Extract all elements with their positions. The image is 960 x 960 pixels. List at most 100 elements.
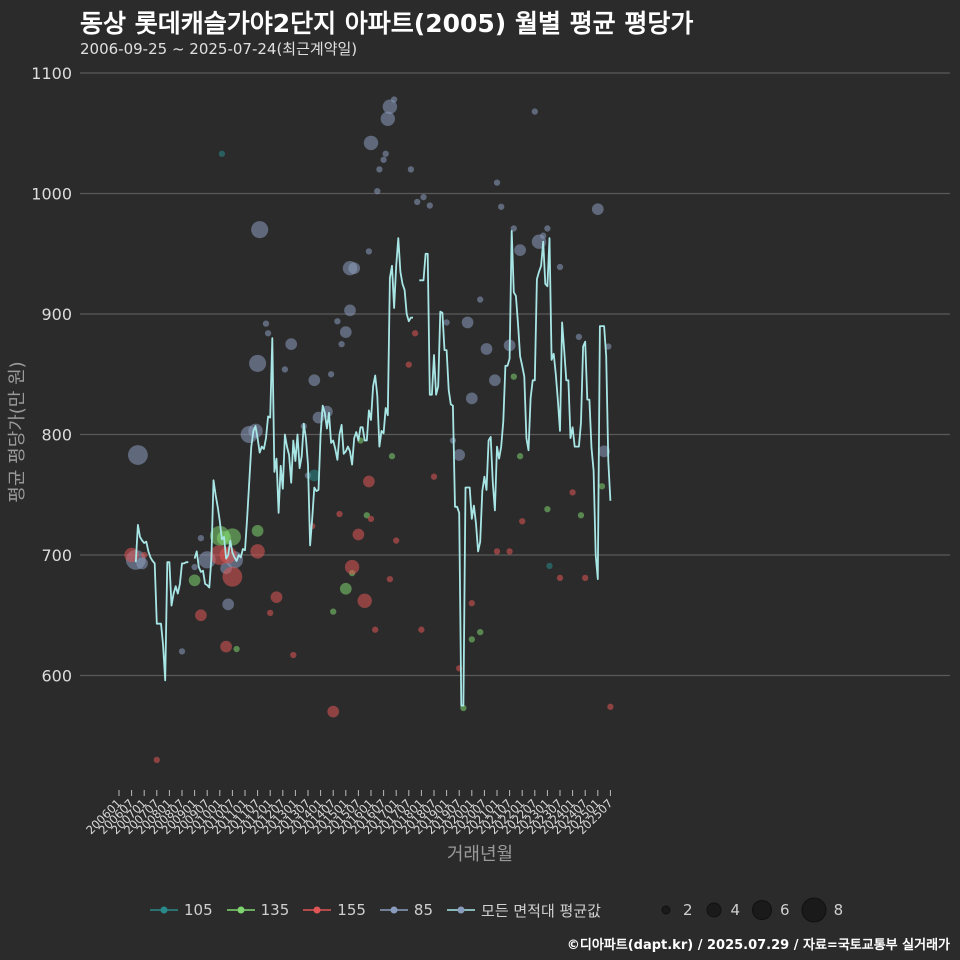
point-85-35 [382, 150, 389, 157]
point-85-4 [191, 563, 198, 571]
size-swatch-8 [801, 897, 827, 923]
point-85-55 [514, 244, 526, 256]
point-135-15 [510, 373, 517, 380]
point-135-19 [598, 483, 606, 490]
point-135-17 [544, 506, 551, 513]
point-135-7 [339, 582, 352, 595]
legend-label-average: 모든 면적대 평균값 [481, 901, 601, 920]
point-155-5 [220, 640, 232, 653]
x-tick-labels: 2006012006072007012007072008012008072009… [83, 790, 616, 837]
point-135-5 [251, 525, 264, 537]
point-155-21 [386, 575, 394, 583]
point-85-3 [178, 648, 186, 655]
point-85-36 [380, 111, 395, 126]
point-155-26 [430, 473, 438, 480]
point-85-1 [127, 445, 148, 465]
point-105-1 [308, 469, 321, 482]
size-label-6: 6 [780, 901, 790, 919]
y-tick-600: 600 [41, 667, 72, 686]
point-85-63 [598, 445, 610, 458]
y-tick-700: 700 [41, 546, 72, 565]
point-155-33 [569, 489, 576, 496]
point-155-30 [506, 548, 513, 555]
point-85-54 [510, 225, 517, 232]
point-85-17 [285, 338, 298, 350]
point-155-19 [367, 515, 375, 522]
legend-label-155: 155 [337, 901, 366, 919]
legend-label-135: 135 [260, 901, 290, 919]
point-155-11 [290, 651, 297, 659]
point-155-16 [352, 528, 365, 541]
point-85-64 [605, 343, 612, 350]
size-legend-6: 6 [750, 898, 790, 922]
point-155-15 [344, 559, 360, 575]
legend-swatch-85 [379, 906, 408, 914]
point-85-42 [426, 202, 433, 209]
point-155-32 [556, 574, 564, 582]
legend-item-135: 135 [226, 901, 290, 919]
legend-item-105: 105 [150, 901, 213, 919]
point-85-25 [338, 340, 345, 348]
point-85-51 [493, 179, 501, 186]
y-tick-900: 900 [41, 305, 72, 324]
point-85-14 [264, 330, 272, 337]
chart-subtitle: 2006-09-25 ~ 2025-07-24(최근계약일) [80, 40, 358, 58]
scatter-points [124, 96, 614, 763]
legend-item-155: 155 [303, 901, 366, 919]
size-label-4: 4 [730, 901, 741, 919]
point-85-16 [281, 366, 289, 373]
point-155-20 [372, 626, 379, 633]
point-85-58 [540, 232, 547, 239]
legend-label-105: 105 [184, 901, 213, 919]
y-tick-labels: 600 700 800 900 1000 1100 [31, 64, 72, 686]
point-85-45 [453, 449, 466, 461]
point-135-16 [516, 453, 524, 460]
point-85-39 [407, 166, 415, 173]
point-135-3 [223, 528, 241, 546]
point-85-60 [556, 263, 564, 271]
point-85-47 [465, 392, 478, 405]
size-legend-8: 8 [800, 896, 844, 924]
point-85-50 [489, 374, 501, 387]
point-105-2 [546, 562, 553, 569]
point-155-13 [327, 705, 340, 718]
legend-swatch-105 [150, 906, 178, 914]
point-85-38 [390, 96, 398, 103]
point-155-28 [468, 600, 475, 607]
point-85-59 [544, 225, 551, 232]
point-85-32 [374, 187, 381, 195]
average-line-segment-2 [419, 229, 612, 707]
point-155-1 [141, 551, 148, 559]
point-85-24 [334, 318, 341, 325]
point-135-14 [477, 628, 484, 636]
point-85-2 [136, 557, 148, 570]
point-85-62 [591, 203, 604, 216]
point-155-22 [393, 537, 400, 544]
point-85-49 [480, 343, 493, 355]
point-155-7 [222, 566, 243, 587]
point-85-61 [575, 333, 583, 341]
point-135-4 [233, 645, 240, 653]
point-135-10 [363, 512, 370, 519]
point-85-20 [308, 374, 321, 387]
legend: 105 135 155 85 모든 면적대 평균값 2 4 6 8 [150, 896, 853, 924]
point-85-5 [197, 534, 205, 542]
point-155-31 [519, 518, 526, 525]
size-label-2: 2 [682, 901, 693, 919]
point-85-37 [382, 99, 398, 114]
legend-item-85: 85 [379, 901, 433, 919]
legend-swatch-135 [226, 906, 255, 914]
point-85-41 [420, 193, 427, 201]
point-155-10 [270, 591, 283, 604]
point-135-13 [468, 636, 475, 643]
point-135-6 [330, 608, 337, 615]
legend-item-average: 모든 면적대 평균값 [447, 900, 601, 921]
point-155-18 [363, 475, 375, 488]
average-line-segment-1 [193, 237, 413, 589]
point-85-29 [344, 304, 356, 317]
size-label-8: 8 [833, 901, 844, 919]
point-155-29 [493, 548, 501, 555]
point-155-17 [357, 593, 372, 608]
point-85-15 [249, 354, 267, 372]
